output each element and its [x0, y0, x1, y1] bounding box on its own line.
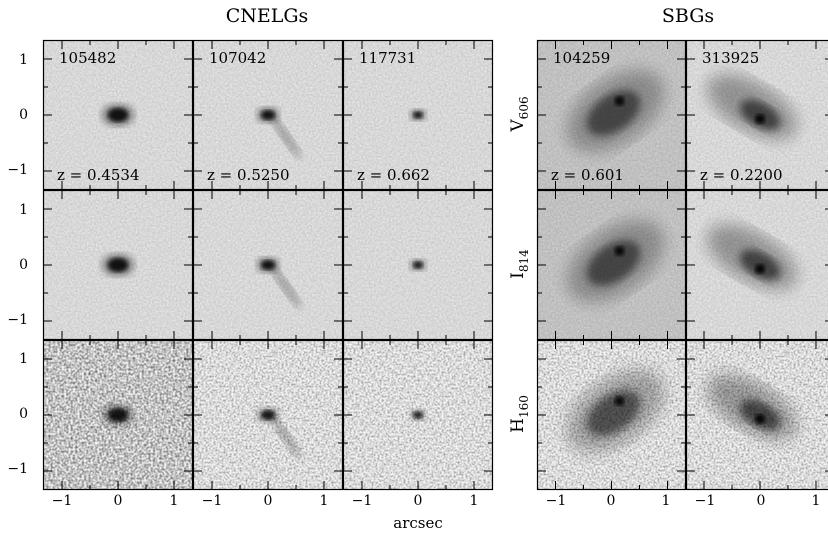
- panel-c2-r0: 117731 z = 0.662: [342, 39, 494, 191]
- redshift-label-4: z = 0.2200: [700, 166, 783, 184]
- group-title-sbgs: SBGs: [662, 5, 714, 27]
- redshift-label-2: z = 0.662: [357, 166, 430, 184]
- image-panels: 105482 z = 0.4534 107042 z = 0.5250 117731 z …: [42, 39, 828, 491]
- xtick-label-c1-0: 0: [264, 493, 273, 509]
- panel-c0-r1: [42, 189, 194, 341]
- panel-c3-r1: [536, 189, 687, 341]
- xtick-label-c2-1: 1: [470, 493, 479, 509]
- xtick-label-s1-m1: −1: [695, 493, 716, 509]
- panel-c3-r2: [536, 339, 687, 491]
- panel-c1-r2: [192, 339, 344, 491]
- panel-c1-r0: 107042 z = 0.5250: [192, 39, 344, 191]
- redshift-label-1: z = 0.5250: [207, 166, 290, 184]
- panel-c1-r1: [192, 189, 344, 341]
- band-label-h160: H160: [508, 395, 531, 433]
- xtick-label-c0-1: 1: [170, 493, 179, 509]
- panel-c4-r1: [685, 189, 828, 341]
- xtick-label-c1-1: 1: [320, 493, 329, 509]
- object-id-label-1: 107042: [209, 49, 266, 67]
- ytick-label-row2-0: 0: [19, 406, 28, 422]
- panel-c4-r2: [685, 339, 828, 491]
- ytick-label-row0-0: 0: [19, 107, 28, 123]
- redshift-label-0: z = 0.4534: [57, 166, 140, 184]
- band-label-i814: I814: [508, 249, 531, 279]
- xtick-label-c1-m1: −1: [202, 493, 223, 509]
- panel-c3-r0: 104259 z = 0.601: [536, 39, 687, 191]
- panel-c0-r0: 105482 z = 0.4534: [42, 39, 194, 191]
- panel-c4-r0: 313925 z = 0.2200: [685, 39, 828, 191]
- x-axis-label: arcsec: [393, 514, 443, 532]
- object-id-label-3: 104259: [553, 49, 610, 67]
- panel-c2-r1: [342, 189, 494, 341]
- xtick-label-c0-0: 0: [114, 493, 123, 509]
- object-id-label-0: 105482: [59, 49, 116, 67]
- xtick-label-s0-1: 1: [662, 493, 671, 509]
- ytick-label-row2-1: 1: [19, 351, 28, 367]
- xtick-label-c2-0: 0: [414, 493, 423, 509]
- ytick-label-row1-0: 0: [19, 257, 28, 273]
- object-id-label-2: 117731: [359, 49, 416, 67]
- xtick-label-s0-m1: −1: [546, 493, 567, 509]
- ytick-label-row0-1: 1: [19, 52, 28, 68]
- xtick-label-s1-1: 1: [812, 493, 821, 509]
- group-title-cnelgs: CNELGs: [226, 5, 309, 27]
- xtick-label-s1-0: 0: [757, 493, 766, 509]
- object-id-label-4: 313925: [702, 49, 759, 67]
- ytick-label-row1-1: 1: [19, 202, 28, 218]
- panel-c2-r2: [342, 339, 494, 491]
- ytick-label-row0-m1: −1: [7, 162, 28, 178]
- xtick-label-c2-m1: −1: [352, 493, 373, 509]
- band-label-v606: V606: [508, 96, 531, 132]
- xtick-label-c0-m1: −1: [52, 493, 73, 509]
- redshift-label-3: z = 0.601: [551, 166, 624, 184]
- xtick-label-s0-0: 0: [607, 493, 616, 509]
- ytick-label-row2-m1: −1: [7, 461, 28, 477]
- ytick-label-row1-m1: −1: [7, 312, 28, 328]
- panel-c0-r2: [42, 339, 194, 491]
